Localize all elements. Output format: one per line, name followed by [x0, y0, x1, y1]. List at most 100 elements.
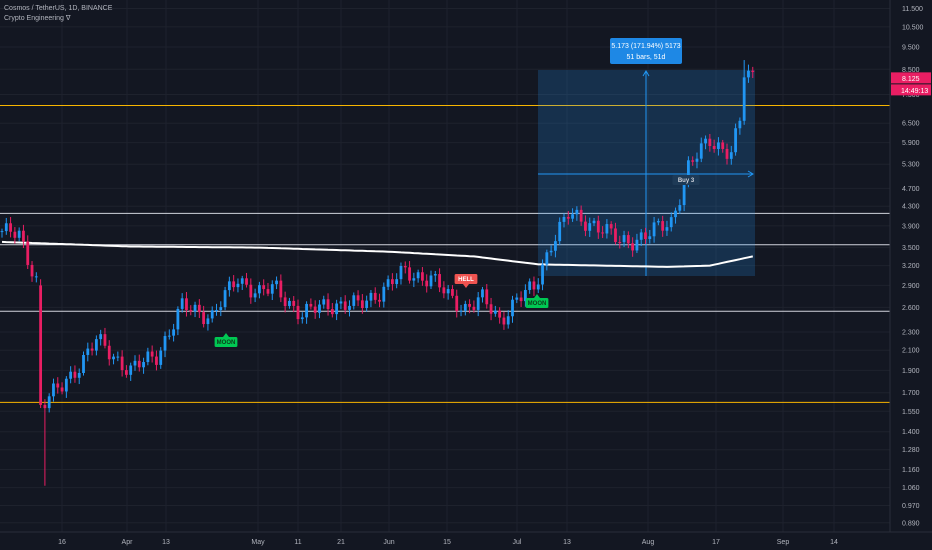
indicator-title[interactable]: Crypto Engineering ∇ [4, 15, 71, 22]
candle-body [386, 279, 390, 287]
price-tick-label: 4.700 [902, 186, 920, 193]
candle-body [536, 284, 540, 290]
candle-body [309, 303, 313, 307]
current-price-tag [891, 72, 931, 84]
price-tick-label: 10.500 [902, 24, 924, 31]
price-tick-label: 1.700 [902, 390, 920, 397]
buy-signal-label: Buy 3 [678, 178, 695, 184]
candle-body [433, 274, 437, 276]
candle-body [262, 285, 266, 290]
candle-body [86, 348, 90, 355]
candle-body [172, 329, 175, 336]
candle-body [390, 279, 394, 285]
measure-label-bars: 51 bars, 51d [627, 54, 666, 61]
candle-body [292, 300, 296, 306]
candle-body [313, 306, 317, 313]
candle-body [185, 298, 188, 310]
candle-body [403, 265, 407, 268]
buy-signal-box [672, 175, 700, 185]
candle-body [558, 221, 562, 242]
candle-body [180, 298, 184, 309]
moon-signal-2-box [525, 298, 549, 308]
price-tick-label: 7.500 [902, 92, 920, 99]
candle-body [279, 280, 283, 298]
candle-body [652, 222, 656, 237]
price-tick-label: 11.500 [902, 6, 923, 13]
candle-body [438, 274, 441, 288]
candle-body [330, 309, 334, 315]
price-tick-label: 1.060 [902, 485, 920, 492]
candle-body [554, 241, 557, 251]
candle-body [382, 286, 386, 302]
candle-body [729, 152, 733, 159]
candle-body [4, 223, 8, 232]
price-tick-label: 2.900 [902, 283, 920, 290]
candle-body [9, 223, 12, 232]
candle-body [120, 356, 124, 371]
candle-body [52, 383, 55, 397]
candle-body [360, 300, 364, 309]
candle-body [644, 232, 647, 240]
time-tick-label: 11 [294, 539, 301, 546]
candle-body [742, 77, 746, 121]
moon-signal-1-box [214, 337, 238, 347]
price-tick-label: 3.900 [902, 223, 920, 230]
moon-signal-1-pointer [223, 333, 229, 337]
candle-body [429, 275, 433, 287]
candle-body [240, 278, 244, 284]
time-tick-label: 14 [830, 539, 838, 546]
candle-body [562, 216, 566, 222]
candle-body [77, 373, 81, 378]
candle-body [142, 362, 145, 368]
candle-body [579, 209, 583, 222]
symbol-title[interactable]: Cosmos / TetherUS, 1D, BINANCE [4, 5, 113, 12]
candle-body [373, 292, 377, 300]
candle-body [545, 252, 549, 265]
price-tick-label: 4.300 [902, 204, 920, 211]
candle-body [73, 371, 77, 378]
candle-body [592, 220, 596, 224]
candle-body [712, 146, 716, 149]
candle-body [721, 142, 725, 149]
time-tick-label: Sep [777, 539, 790, 546]
candle-body [17, 230, 21, 238]
price-tick-label: 3.200 [902, 263, 920, 270]
candle-body [631, 243, 635, 251]
candle-body [223, 290, 227, 308]
candle-body [678, 205, 682, 211]
candle-body [416, 272, 420, 279]
candle-body [133, 360, 137, 366]
candle-body [571, 214, 574, 219]
candle-body [669, 217, 673, 228]
candle-body [30, 264, 34, 277]
measure-tool[interactable]: 5.173 (171.94%) 5173 51 bars, 51d [538, 38, 755, 276]
candle-body [519, 297, 523, 302]
candle-body [408, 267, 411, 281]
candle-body [515, 297, 519, 300]
candle-body [103, 334, 107, 346]
chart-grid [0, 0, 890, 532]
candle-body [219, 307, 223, 311]
candle-body [695, 158, 699, 162]
candle-body [674, 210, 677, 218]
candle-body [476, 297, 480, 310]
candle-body [22, 230, 25, 242]
candle-body [601, 232, 604, 234]
candle-body [206, 318, 210, 325]
countdown-tag [891, 84, 931, 96]
candle-body [210, 310, 214, 319]
candle-body [596, 220, 600, 233]
current-price-label: 8.125 [902, 76, 920, 83]
candle-body [446, 289, 450, 294]
candle-body [47, 396, 51, 409]
candle-body [13, 231, 17, 238]
candle-body [648, 236, 652, 240]
measure-arrow-head-right [747, 170, 754, 178]
candle-body [506, 316, 510, 325]
candle-body [150, 351, 154, 357]
candle-body [193, 304, 197, 312]
candle-body [395, 279, 399, 285]
price-tick-label: 2.300 [902, 329, 920, 336]
